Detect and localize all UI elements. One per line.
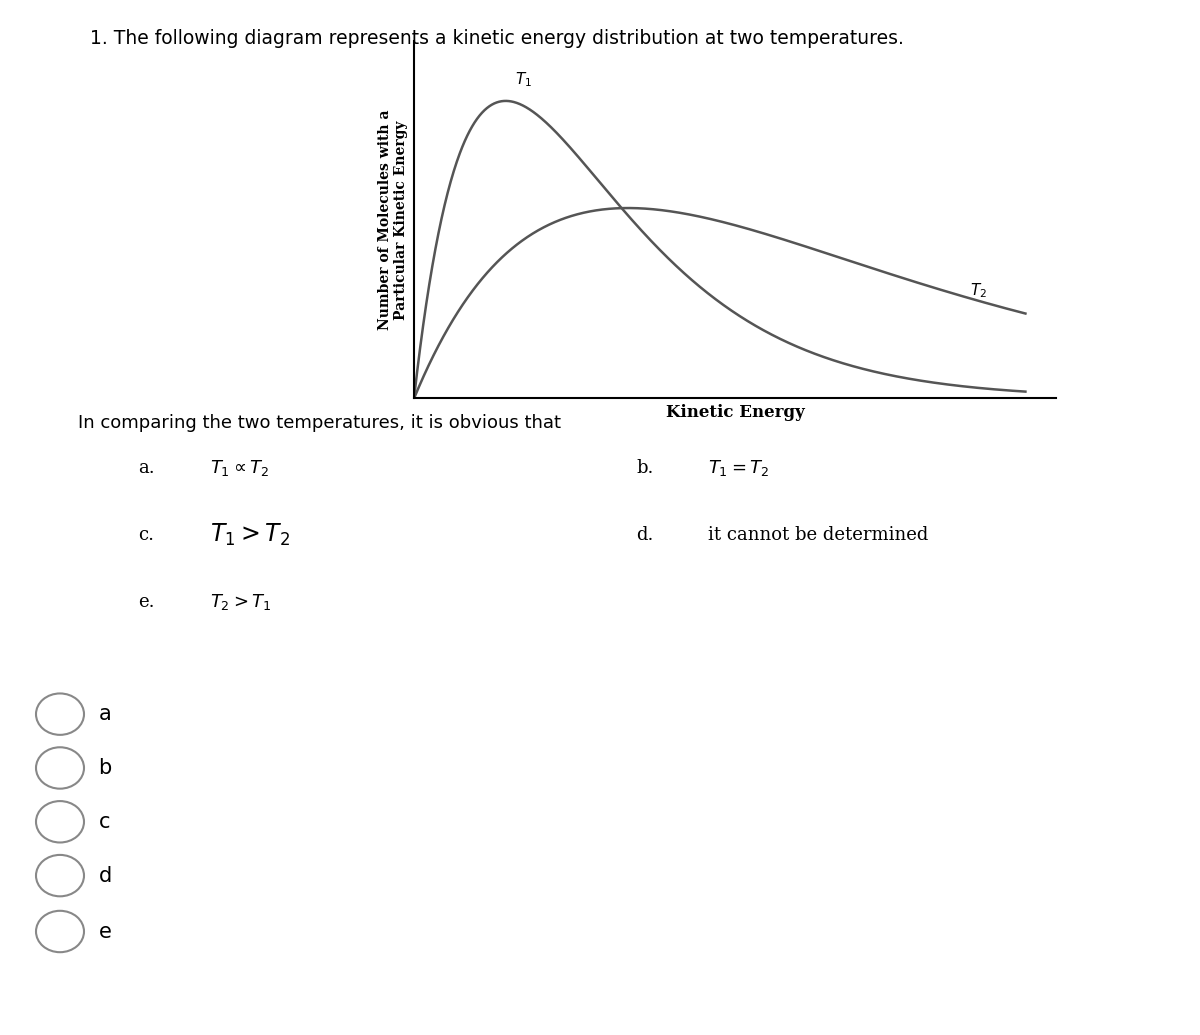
Text: $T_1>T_2$: $T_1>T_2$: [210, 522, 290, 549]
Text: d.: d.: [636, 526, 653, 544]
Text: it cannot be determined: it cannot be determined: [708, 526, 929, 544]
Text: In comparing the two temperatures, it is obvious that: In comparing the two temperatures, it is…: [78, 414, 562, 432]
Text: $T_1 = T_2$: $T_1 = T_2$: [708, 457, 769, 478]
Text: e.: e.: [138, 593, 155, 612]
Text: a.: a.: [138, 459, 155, 477]
Text: c.: c.: [138, 526, 154, 544]
Text: c: c: [98, 811, 110, 832]
Y-axis label: Number of Molecules with a
Particular Kinetic Energy: Number of Molecules with a Particular Ki…: [378, 110, 408, 330]
Text: e: e: [98, 921, 112, 942]
Text: $T_2 > T_1$: $T_2 > T_1$: [210, 592, 271, 613]
Text: b.: b.: [636, 459, 653, 477]
Text: $T_1$: $T_1$: [515, 70, 532, 89]
Text: $T_2$: $T_2$: [971, 282, 988, 300]
Text: $T_1 \propto T_2$: $T_1 \propto T_2$: [210, 457, 269, 478]
Text: d: d: [98, 865, 112, 886]
Text: a: a: [98, 704, 112, 724]
Text: 1. The following diagram represents a kinetic energy distribution at two tempera: 1. The following diagram represents a ki…: [90, 29, 904, 48]
X-axis label: Kinetic Energy: Kinetic Energy: [666, 404, 804, 421]
Text: b: b: [98, 758, 112, 778]
